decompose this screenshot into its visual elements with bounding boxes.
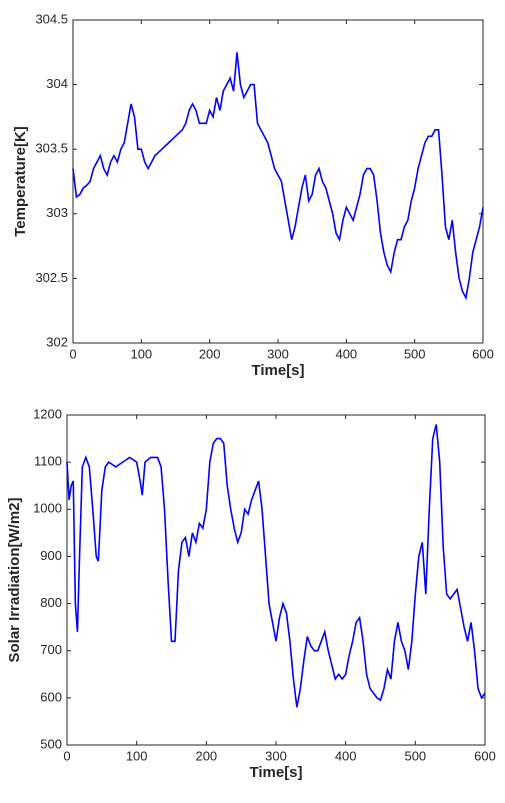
y-tick-label: 303	[46, 205, 68, 220]
data-line	[72, 52, 484, 301]
y-tick-label: 700	[40, 642, 62, 657]
x-tick-label: 400	[335, 346, 357, 361]
x-tick-label: 100	[130, 346, 152, 361]
y-tick-label: 1200	[33, 406, 62, 421]
x-tick-label: 200	[199, 346, 221, 361]
y-axis-label: Temperature[K]	[12, 126, 29, 237]
x-axis-label: Time[s]	[251, 362, 304, 379]
x-tick-label: 500	[404, 748, 426, 763]
y-axis-label: Solar Irradiation[W/m2]	[6, 497, 23, 662]
x-tick-label: 300	[267, 346, 289, 361]
y-tick-label: 304.5	[35, 11, 68, 26]
y-tick-label: 303.5	[35, 141, 68, 156]
x-tick-label: 600	[474, 748, 496, 763]
x-axis-label: Time[s]	[249, 764, 302, 781]
x-tick-label: 500	[404, 346, 426, 361]
y-tick-label: 302	[46, 334, 68, 349]
data-line	[66, 424, 486, 708]
x-tick-label: 0	[63, 748, 70, 763]
y-tick-label: 1100	[34, 454, 62, 469]
y-tick-label: 304	[46, 76, 68, 91]
plot-area	[72, 19, 484, 344]
y-tick-label: 302.5	[35, 270, 68, 285]
x-tick-label: 100	[126, 748, 148, 763]
y-tick-label: 500	[40, 736, 62, 751]
x-tick-label: 300	[265, 748, 287, 763]
y-tick-label: 800	[40, 595, 62, 610]
y-tick-label: 900	[40, 548, 62, 563]
x-tick-label: 200	[195, 748, 217, 763]
x-tick-label: 0	[69, 346, 76, 361]
x-tick-label: 600	[472, 346, 494, 361]
plot-area	[66, 414, 486, 746]
y-tick-label: 600	[40, 689, 62, 704]
x-tick-label: 400	[335, 748, 357, 763]
y-tick-label: 1000	[33, 501, 62, 516]
